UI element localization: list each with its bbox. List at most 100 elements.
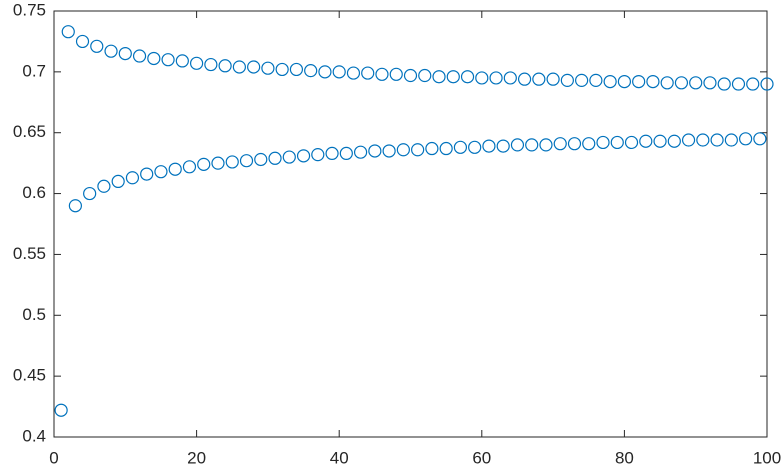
y-tick-label: 0.4 bbox=[22, 426, 46, 445]
point bbox=[368, 144, 382, 158]
point bbox=[681, 133, 696, 147]
point bbox=[589, 73, 603, 87]
point bbox=[318, 65, 332, 79]
y-tick-label: 0.55 bbox=[13, 244, 46, 263]
point bbox=[667, 134, 681, 148]
point bbox=[75, 34, 90, 49]
point bbox=[689, 76, 703, 90]
point bbox=[304, 64, 318, 78]
point bbox=[639, 134, 653, 148]
point bbox=[432, 70, 446, 84]
y-tick-label: 0.65 bbox=[13, 122, 46, 141]
point bbox=[739, 132, 753, 146]
point bbox=[610, 135, 624, 150]
point bbox=[525, 138, 539, 152]
point bbox=[361, 66, 375, 80]
point bbox=[418, 68, 432, 83]
point bbox=[453, 140, 468, 154]
point bbox=[247, 60, 261, 74]
point bbox=[560, 73, 574, 87]
point bbox=[339, 146, 353, 161]
point bbox=[346, 66, 361, 80]
point bbox=[111, 174, 125, 188]
point bbox=[539, 138, 553, 152]
point bbox=[125, 171, 140, 185]
point bbox=[425, 141, 439, 156]
point bbox=[632, 74, 646, 89]
point bbox=[717, 77, 731, 91]
point bbox=[596, 135, 610, 150]
point bbox=[389, 67, 403, 81]
point bbox=[731, 77, 746, 91]
point bbox=[175, 54, 189, 68]
x-tick-label: 0 bbox=[49, 448, 58, 467]
point bbox=[289, 62, 304, 77]
point bbox=[325, 146, 339, 161]
point bbox=[760, 77, 774, 91]
point bbox=[68, 199, 82, 213]
point bbox=[154, 165, 168, 179]
point bbox=[510, 138, 525, 152]
point bbox=[403, 68, 418, 83]
point bbox=[375, 67, 389, 81]
point bbox=[132, 49, 147, 63]
point bbox=[204, 57, 218, 72]
point bbox=[753, 132, 767, 146]
point bbox=[517, 72, 532, 86]
point bbox=[603, 74, 617, 89]
point bbox=[190, 56, 204, 70]
axes-box bbox=[53, 10, 768, 438]
point bbox=[353, 145, 368, 159]
point bbox=[261, 61, 275, 75]
point bbox=[332, 65, 346, 79]
point bbox=[496, 139, 510, 153]
point bbox=[674, 76, 689, 90]
point bbox=[211, 156, 225, 170]
point bbox=[503, 71, 517, 85]
point bbox=[532, 72, 546, 86]
point bbox=[83, 186, 97, 201]
point bbox=[567, 137, 582, 151]
point bbox=[575, 73, 589, 87]
point bbox=[104, 44, 118, 58]
point bbox=[61, 25, 75, 39]
y-tick-label: 0.75 bbox=[13, 0, 46, 19]
point bbox=[475, 71, 489, 85]
point bbox=[482, 139, 496, 153]
point bbox=[710, 133, 724, 147]
point bbox=[382, 144, 396, 158]
point bbox=[97, 179, 111, 193]
point bbox=[311, 148, 325, 162]
point bbox=[275, 62, 289, 77]
y-tick-label: 0.45 bbox=[13, 366, 46, 385]
point bbox=[254, 152, 268, 167]
point bbox=[468, 140, 482, 154]
point bbox=[703, 76, 717, 90]
point bbox=[696, 133, 710, 147]
point bbox=[282, 150, 296, 164]
point bbox=[460, 70, 475, 84]
point bbox=[225, 155, 239, 169]
point bbox=[646, 74, 660, 89]
point bbox=[617, 74, 632, 89]
point bbox=[439, 141, 453, 156]
x-tick-label: 80 bbox=[615, 448, 634, 467]
point bbox=[118, 46, 132, 61]
point bbox=[147, 51, 161, 66]
point bbox=[239, 154, 254, 168]
point bbox=[296, 149, 311, 163]
point bbox=[182, 160, 197, 174]
x-tick-label: 100 bbox=[753, 448, 781, 467]
point bbox=[268, 151, 282, 165]
point bbox=[653, 134, 667, 148]
point bbox=[489, 71, 503, 85]
point bbox=[553, 137, 567, 151]
point bbox=[140, 167, 154, 181]
point bbox=[54, 403, 68, 417]
point bbox=[660, 76, 674, 90]
point bbox=[724, 133, 738, 147]
point bbox=[746, 77, 760, 91]
x-tick-label: 40 bbox=[330, 448, 349, 467]
y-tick-label: 0.6 bbox=[22, 183, 46, 202]
